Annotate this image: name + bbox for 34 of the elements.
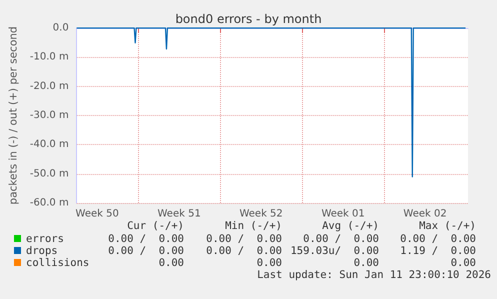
x-tick-label: Week 01 — [321, 208, 365, 220]
text: 0.00 / 0.00 — [206, 245, 282, 257]
text: Cur (-/+) — [127, 220, 184, 232]
text: 0.00 — [450, 257, 476, 269]
text: 0.00 / 0.00 — [303, 233, 379, 245]
text: 0.00 — [158, 257, 184, 269]
legend-label: errors — [26, 233, 64, 245]
x-tick-label: Week 51 — [158, 208, 201, 220]
text: 1.19 / 0.00 — [400, 245, 476, 257]
text: Max (-/+) — [419, 220, 476, 232]
y-tick-label: -10.0 m — [30, 52, 69, 63]
text: Last update: Sun Jan 11 23:00:10 2026 — [257, 269, 491, 281]
text: Avg (-/+) — [322, 220, 379, 232]
legend-label: drops — [26, 245, 58, 257]
text: 0.00 / 0.00 — [206, 233, 282, 245]
y-tick-label: -50.0 m — [30, 168, 69, 180]
y-axis-title: packets in (-) / out (+) per second — [8, 26, 20, 205]
text: 0.00 / 0.00 — [108, 245, 184, 257]
x-tick-label: Week 52 — [239, 208, 283, 220]
text: 0.00 — [256, 257, 282, 269]
text: 0.00 / 0.00 — [400, 233, 476, 245]
y-tick-label: -40.0 m — [30, 139, 69, 150]
legend-label: collisions — [26, 257, 90, 269]
text: 0.00 — [354, 257, 379, 269]
x-tick-label: Week 50 — [76, 208, 119, 220]
text: 0.00 / 0.00 — [108, 233, 184, 245]
text: Min (-/+) — [225, 220, 282, 232]
y-tick-label: -30.0 m — [30, 110, 69, 121]
y-tick-label: 0.0 — [52, 22, 69, 34]
text: 159.03u/ 0.00 — [290, 245, 379, 257]
chart-title: bond0 errors - by month — [175, 12, 322, 26]
y-tick-label: -60.0 m — [30, 198, 69, 208]
x-tick-label: Week 02 — [403, 208, 447, 220]
y-tick-label: -20.0 m — [30, 80, 69, 92]
